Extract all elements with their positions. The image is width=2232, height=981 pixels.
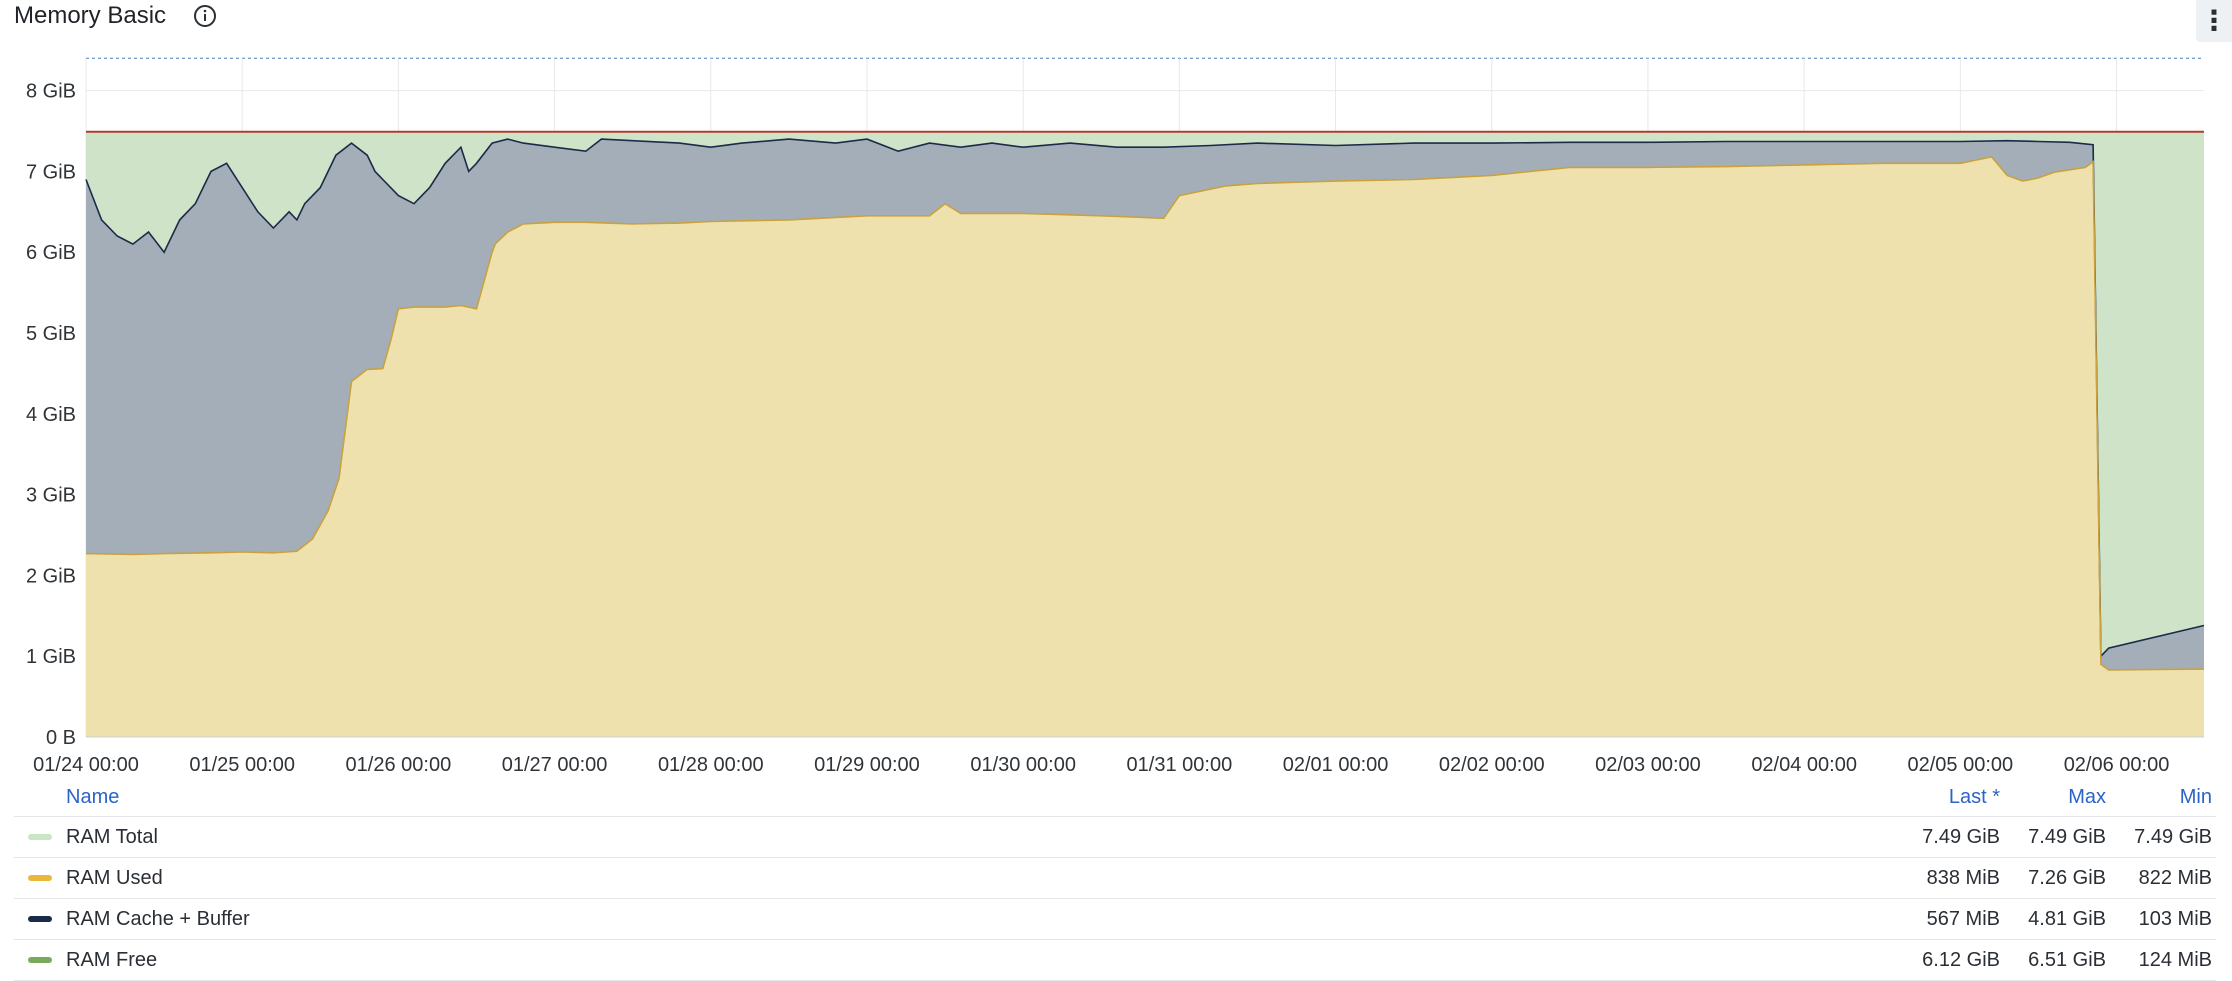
legend-header-min[interactable]: Min bbox=[2179, 786, 2212, 808]
legend-max: 7.49 GiB bbox=[2028, 826, 2106, 848]
legend-min: 822 MiB bbox=[2138, 867, 2212, 889]
legend-name: RAM Used bbox=[66, 867, 163, 889]
legend-swatch-ram-cache-buffer bbox=[28, 916, 52, 922]
x-tick-label: 02/03 00:00 bbox=[1595, 754, 1701, 776]
legend-header-row: Name Last * Max Min bbox=[14, 778, 2216, 817]
chart-axes: 0 B 1 GiB 2 GiB 3 GiB 4 GiB 5 GiB 6 GiB 7 GiB 8 … bbox=[26, 81, 2204, 776]
x-tick-label: 01/28 00:00 bbox=[658, 754, 764, 776]
y-tick-label: 4 GiB bbox=[26, 404, 76, 426]
chart-lines bbox=[85, 130, 2205, 671]
legend-swatch-ram-free bbox=[28, 957, 52, 963]
legend-row-ram-cache-buffer[interactable]: RAM Cache + Buffer 567 MiB 4.81 GiB 103 … bbox=[14, 899, 2216, 940]
y-tick-label: 6 GiB bbox=[26, 242, 76, 264]
legend-header-max[interactable]: Max bbox=[2068, 786, 2106, 808]
series-ram-used-area bbox=[86, 156, 2204, 737]
y-tick-label: 1 GiB bbox=[26, 646, 76, 668]
memory-area-chart: 0 B 1 GiB 2 GiB 3 GiB 4 GiB 5 GiB 6 GiB 7 GiB 8 … bbox=[26, 57, 2205, 776]
series-ram-cache-buffer-line bbox=[85, 138, 2205, 659]
legend-header-last[interactable]: Last * bbox=[1948, 786, 2000, 808]
x-tick-label: 01/29 00:00 bbox=[814, 754, 920, 776]
chart-areas bbox=[86, 131, 2204, 738]
y-tick-label: 8 GiB bbox=[26, 81, 76, 103]
x-tick-label: 01/31 00:00 bbox=[1127, 754, 1233, 776]
panel-header: Memory Basic bbox=[14, 0, 218, 32]
legend-row-ram-total[interactable]: RAM Total 7.49 GiB 7.49 GiB 7.49 GiB bbox=[14, 817, 2216, 858]
legend-row-ram-used[interactable]: RAM Used 838 MiB 7.26 GiB 822 MiB bbox=[14, 858, 2216, 899]
legend-header-name[interactable]: Name bbox=[66, 786, 120, 808]
vertical-ellipsis-icon: ⋮ bbox=[2200, 5, 2228, 36]
legend-table: Name Last * Max Min RAM Total 7.49 GiB 7… bbox=[14, 778, 2216, 981]
legend-row-ram-free[interactable]: RAM Free 6.12 GiB 6.51 GiB 124 MiB bbox=[14, 940, 2216, 981]
legend-swatch-ram-used bbox=[28, 875, 52, 881]
y-tick-label: 3 GiB bbox=[26, 485, 76, 507]
panel-title: Memory Basic bbox=[14, 2, 167, 29]
legend-last: 6.12 GiB bbox=[1922, 949, 2000, 971]
x-tick-label: 01/25 00:00 bbox=[189, 754, 295, 776]
legend-swatch-ram-total bbox=[28, 834, 52, 840]
x-tick-label: 01/24 00:00 bbox=[33, 754, 139, 776]
x-tick-label: 02/02 00:00 bbox=[1439, 754, 1545, 776]
y-tick-label: 2 GiB bbox=[26, 565, 76, 587]
x-tick-label: 01/30 00:00 bbox=[970, 754, 1076, 776]
legend-min: 103 MiB bbox=[2138, 908, 2212, 930]
legend-last: 838 MiB bbox=[1926, 867, 2000, 889]
x-tick-label: 01/27 00:00 bbox=[502, 754, 608, 776]
x-tick-label: 02/05 00:00 bbox=[1908, 754, 2014, 776]
y-tick-label: 7 GiB bbox=[26, 161, 76, 183]
x-tick-label: 02/04 00:00 bbox=[1751, 754, 1857, 776]
legend-min: 7.49 GiB bbox=[2134, 826, 2212, 848]
panel-menu-button[interactable]: ⋮ bbox=[2196, 0, 2232, 42]
legend-max: 7.26 GiB bbox=[2028, 867, 2106, 889]
x-tick-label: 01/26 00:00 bbox=[346, 754, 452, 776]
x-tick-label: 02/06 00:00 bbox=[2064, 754, 2170, 776]
x-tick-label: 02/01 00:00 bbox=[1283, 754, 1389, 776]
y-tick-label: 5 GiB bbox=[26, 323, 76, 345]
y-tick-label: 0 B bbox=[46, 727, 76, 749]
legend-name: RAM Total bbox=[66, 826, 158, 848]
legend-last: 567 MiB bbox=[1926, 908, 2000, 930]
legend-last: 7.49 GiB bbox=[1922, 826, 2000, 848]
series-ram-used-line bbox=[85, 156, 2205, 671]
legend-name: RAM Free bbox=[66, 949, 158, 971]
legend-max: 4.81 GiB bbox=[2028, 908, 2106, 930]
legend-min: 124 MiB bbox=[2138, 949, 2212, 971]
legend-name: RAM Cache + Buffer bbox=[66, 908, 250, 930]
legend-max: 6.51 GiB bbox=[2028, 949, 2106, 971]
info-circle-icon[interactable] bbox=[192, 3, 218, 29]
